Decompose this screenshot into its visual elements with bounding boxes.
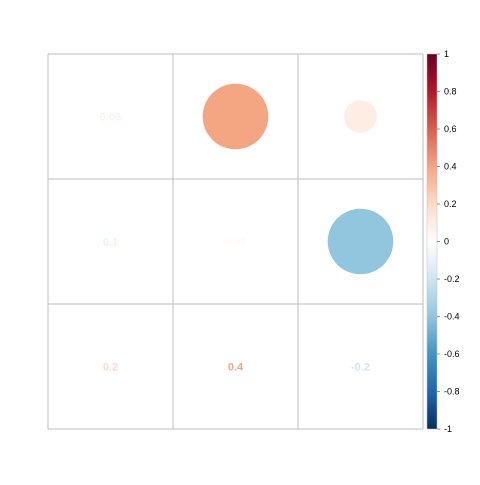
cells-layer: 0.08 0.1 0.03 0.2 0.4 -0.2	[100, 83, 394, 374]
grid-layer	[47, 53, 424, 430]
correlation-label-r1-c1: 0.08	[100, 112, 121, 124]
colorbar-tick-label: -0.8	[444, 387, 460, 397]
colorbar-tick-label: -0.6	[444, 349, 460, 359]
colorbar: 1 0.8 0.6 0.4 0.2 0 -0.2 -0.4 -0.6 -0.8 -1	[426, 49, 460, 434]
correlation-circle-r1-c2	[202, 83, 269, 150]
correlation-label-r3-c1: 0.2	[103, 362, 118, 374]
colorbar-tick-label: -1	[444, 424, 452, 434]
colorbar-tick-label: 1	[444, 49, 449, 59]
colorbar-tick-label: 0	[444, 237, 449, 247]
colorbar-tick-label: 0.4	[444, 162, 457, 172]
colorbar-bar	[426, 53, 438, 430]
colorbar-tick-label: 0.2	[444, 199, 457, 209]
colorbar-tick-label: -0.2	[444, 274, 460, 284]
correlation-label-r3-c3: -0.2	[351, 362, 370, 374]
colorbar-tick-label: 0.8	[444, 87, 457, 97]
colorbar-tick-label: -0.4	[444, 312, 460, 322]
correlation-circle-r2-c3	[327, 208, 394, 275]
correlation-label-r3-c2: 0.4	[228, 362, 244, 374]
colorbar-tick-label: 0.6	[444, 124, 457, 134]
correlation-label-r2-c2: 0.03	[225, 237, 246, 249]
correlation-label-r2-c1: 0.1	[103, 237, 118, 249]
correlation-circle-r1-c3	[344, 100, 377, 133]
